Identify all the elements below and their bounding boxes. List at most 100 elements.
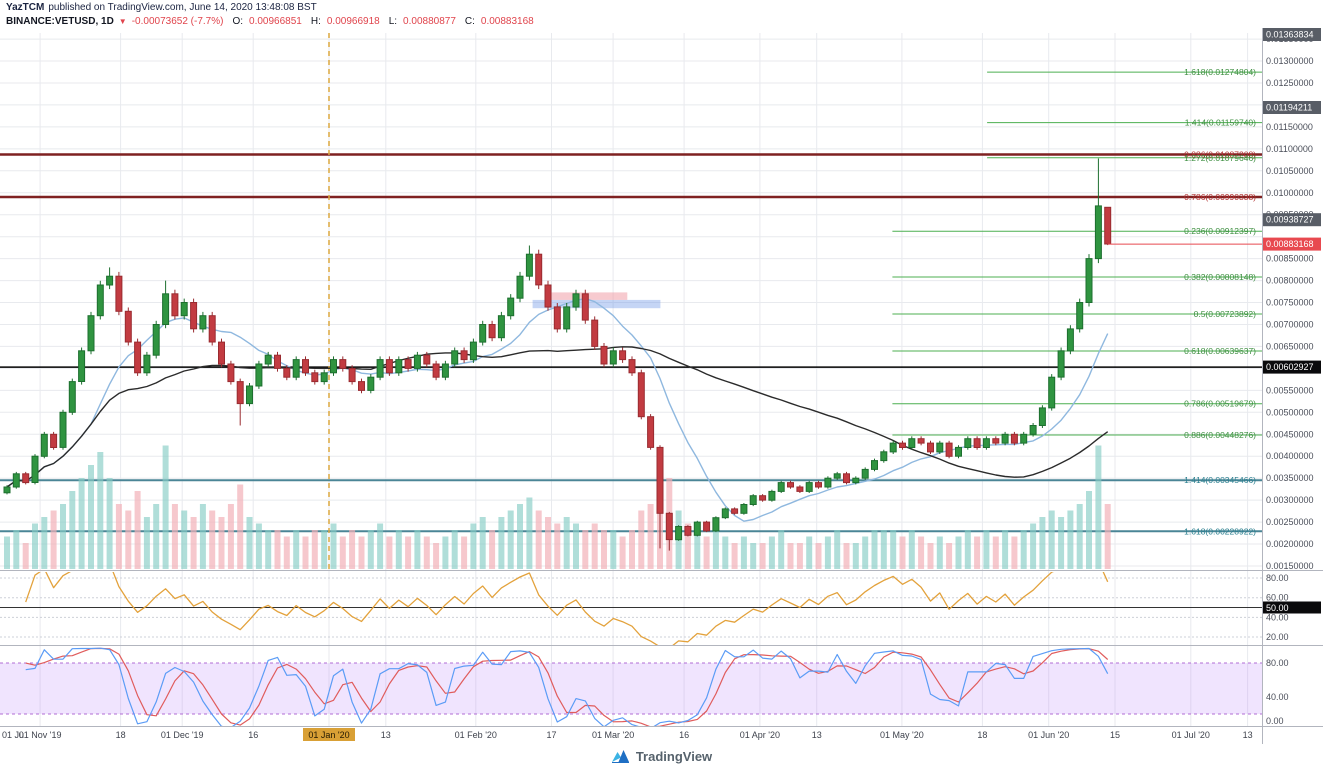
svg-text:0.382(0.00808148): 0.382(0.00808148) [1184,272,1256,282]
symbol-info-bar: BINANCE:VETUSD, 1D ▼ -0.00073652 (-7.7%)… [0,14,1323,28]
svg-text:0.00938727: 0.00938727 [1266,215,1314,225]
svg-text:80.00: 80.00 [1266,573,1289,583]
svg-text:13: 13 [1243,730,1253,740]
open-value: 0.00966851 [249,15,302,27]
svg-text:1.618(0.01274804): 1.618(0.01274804) [1184,67,1256,77]
chart-svg[interactable]: 1.618(0.01274804) 1.414(0.01159740) 0.886(… [0,28,1323,744]
svg-text:01 Feb '20: 01 Feb '20 [455,730,497,740]
svg-text:0.00400000: 0.00400000 [1266,451,1314,461]
publish-text: published on TradingView.com, June 14, 2… [48,1,317,13]
svg-text:01 Mar '20: 01 Mar '20 [592,730,634,740]
svg-text:0.01050000: 0.01050000 [1266,166,1314,176]
svg-text:0.786(0.00990338): 0.786(0.00990338) [1184,192,1256,202]
svg-text:0.00150000: 0.00150000 [1266,561,1314,571]
svg-text:0.618(0.00639637): 0.618(0.00639637) [1184,346,1256,356]
svg-text:0.00300000: 0.00300000 [1266,495,1314,505]
svg-text:16: 16 [248,730,258,740]
svg-text:0.00883168: 0.00883168 [1266,239,1314,249]
open-label: O: [232,15,244,27]
rsi-mid-label: 50.00 [1263,601,1321,614]
svg-text:0.00200000: 0.00200000 [1266,539,1314,549]
svg-text:0.00350000: 0.00350000 [1266,473,1314,483]
support-zones [532,292,661,309]
high-value: 0.00966918 [326,15,380,27]
price-label-gray: 0.01363834 [1263,28,1321,41]
symbol-title[interactable]: BINANCE:VETUSD, 1D [6,15,114,27]
svg-text:0.01363834: 0.01363834 [1266,30,1314,40]
price-change: -0.00073652 (-7.7%) [131,15,224,27]
svg-text:0.00800000: 0.00800000 [1266,276,1314,286]
price-label-black: 0.00602927 [1263,360,1321,374]
svg-text:0.01250000: 0.01250000 [1266,78,1314,88]
chart-canvas[interactable]: 1.618(0.01274804) 1.414(0.01159740) 0.886(… [0,28,1323,744]
svg-text:16: 16 [679,730,689,740]
close-value: 0.00883168 [480,15,534,27]
svg-text:18: 18 [977,730,987,740]
svg-text:0.5(0.00723892): 0.5(0.00723892) [1194,309,1257,319]
svg-text:01 Jan '20: 01 Jan '20 [308,730,349,740]
rsi-pane: 80.00 60.00 40.00 20.00 50.00 [0,572,1321,645]
svg-text:0.00602927: 0.00602927 [1266,362,1314,372]
svg-text:0.01194211: 0.01194211 [1266,103,1312,113]
svg-text:01 Ju: 01 Ju [2,730,24,740]
svg-text:40.00: 40.00 [1266,612,1289,622]
svg-text:20.00: 20.00 [1266,632,1289,642]
low-label: L: [388,15,398,27]
svg-text:01 Apr '20: 01 Apr '20 [740,730,780,740]
price-label-gray: 0.01194211 [1263,101,1321,114]
svg-text:50.00: 50.00 [1266,603,1289,613]
svg-text:60.00: 60.00 [1266,593,1289,603]
svg-text:1.272(0.01079646): 1.272(0.01079646) [1184,153,1256,163]
svg-text:0.00: 0.00 [1266,716,1284,726]
svg-text:1.618(0.00228922): 1.618(0.00228922) [1184,526,1256,536]
tradingview-brand[interactable]: TradingView [635,748,713,764]
svg-text:1.414(0.01159740): 1.414(0.01159740) [1185,118,1256,128]
svg-text:0.00450000: 0.00450000 [1266,429,1314,439]
publish-bar: YazTCM published on TradingView.com, Jun… [0,0,1323,14]
svg-text:13: 13 [381,730,391,740]
svg-text:01 Dec '19: 01 Dec '19 [161,730,204,740]
svg-text:0.00550000: 0.00550000 [1266,385,1314,395]
svg-text:0.01150000: 0.01150000 [1266,122,1313,132]
svg-text:0.00700000: 0.00700000 [1266,320,1314,330]
direction-down-icon: ▼ [118,16,127,26]
svg-text:1.414(0.00345466): 1.414(0.00345466) [1184,475,1256,485]
svg-text:18: 18 [116,730,126,740]
svg-text:0.00500000: 0.00500000 [1266,407,1314,417]
svg-text:01 Jul '20: 01 Jul '20 [1172,730,1210,740]
close-label: C: [464,15,475,27]
svg-text:0.01000000: 0.01000000 [1266,188,1314,198]
tradingview-footer: TradingView [0,744,1323,768]
fib-labels: 1.618(0.01274804) 1.414(0.01159740) 0.886(… [1184,67,1256,536]
svg-text:0.01100000: 0.01100000 [1266,144,1313,154]
svg-text:0.00750000: 0.00750000 [1266,298,1314,308]
price-label-red: 0.00883168 [1263,237,1321,251]
svg-text:13: 13 [812,730,822,740]
stoch-pane: 80.00 40.00 0.00 [0,647,1289,726]
svg-text:80.00: 80.00 [1266,658,1289,668]
svg-text:0.886(0.00448276): 0.886(0.00448276) [1184,430,1256,440]
svg-text:0.00850000: 0.00850000 [1266,254,1314,264]
candles [3,158,1112,551]
pane-separators [0,28,1323,744]
svg-text:17: 17 [546,730,556,740]
high-label: H: [310,15,321,27]
svg-text:0.786(0.00519679): 0.786(0.00519679) [1184,399,1256,409]
svg-text:0.00650000: 0.00650000 [1266,341,1314,351]
svg-text:0.886(0.01087208): 0.886(0.01087208) [1184,150,1256,160]
svg-text:15: 15 [1110,730,1120,740]
svg-text:0.236(0.00912397): 0.236(0.00912397) [1184,226,1256,236]
low-value: 0.00880877 [403,15,456,27]
svg-text:01 May '20: 01 May '20 [880,730,924,740]
publish-author: YazTCM [6,1,45,13]
price-label-gray: 0.00938727 [1263,213,1321,227]
svg-text:01 Nov '19: 01 Nov '19 [19,730,62,740]
tradingview-logo-icon[interactable] [611,749,630,764]
svg-text:40.00: 40.00 [1266,692,1289,702]
svg-text:0.00250000: 0.00250000 [1266,517,1314,527]
svg-text:01 Jun '20: 01 Jun '20 [1028,730,1069,740]
price-axis[interactable]: 0.00150000 0.00200000 0.00250000 0.00300000… [1263,28,1321,571]
svg-text:0.01300000: 0.01300000 [1266,56,1314,66]
